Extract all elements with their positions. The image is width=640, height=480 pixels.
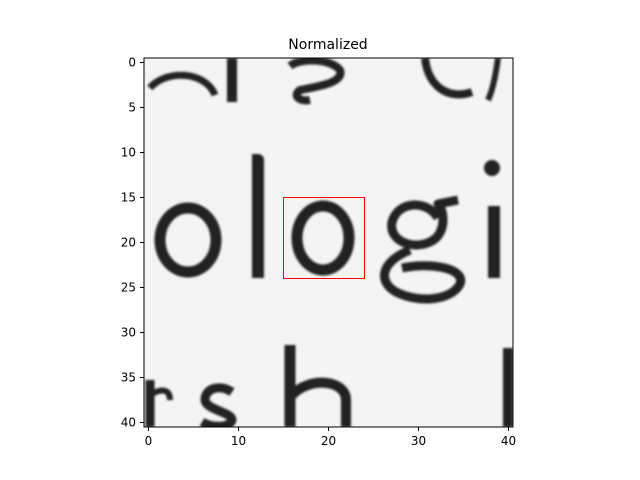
y-tick-label: 40 (121, 416, 136, 430)
image-background (144, 58, 513, 427)
y-tick-label: 10 (121, 146, 136, 160)
x-tick-label: 0 (145, 434, 153, 448)
x-tick-label: 30 (411, 434, 426, 448)
text-image-strokes (145, 58, 513, 427)
y-tick-label: 5 (128, 101, 136, 115)
y-tick-label: 30 (121, 326, 136, 340)
letter-l (252, 154, 264, 278)
y-tick-label: 20 (121, 236, 136, 250)
letter-g (380, 195, 466, 304)
x-axis: 0 10 20 30 40 (145, 427, 516, 448)
x-tick-label: 20 (321, 434, 336, 448)
x-tick-label: 10 (231, 434, 246, 448)
y-tick-label: 25 (121, 281, 136, 295)
y-tick-label: 35 (121, 371, 136, 385)
y-tick-label: 15 (121, 191, 136, 205)
image-plot-area (144, 58, 513, 427)
chart-title: Normalized (288, 37, 367, 53)
y-tick-label: 0 (128, 56, 136, 70)
letter-o-2 (291, 200, 355, 276)
highlight-box (283, 197, 365, 279)
letter-i-dot (484, 160, 500, 176)
letter-o-1 (154, 202, 222, 278)
x-tick-label: 40 (501, 434, 516, 448)
y-axis: 0 5 10 15 20 25 30 35 40 (121, 56, 144, 430)
